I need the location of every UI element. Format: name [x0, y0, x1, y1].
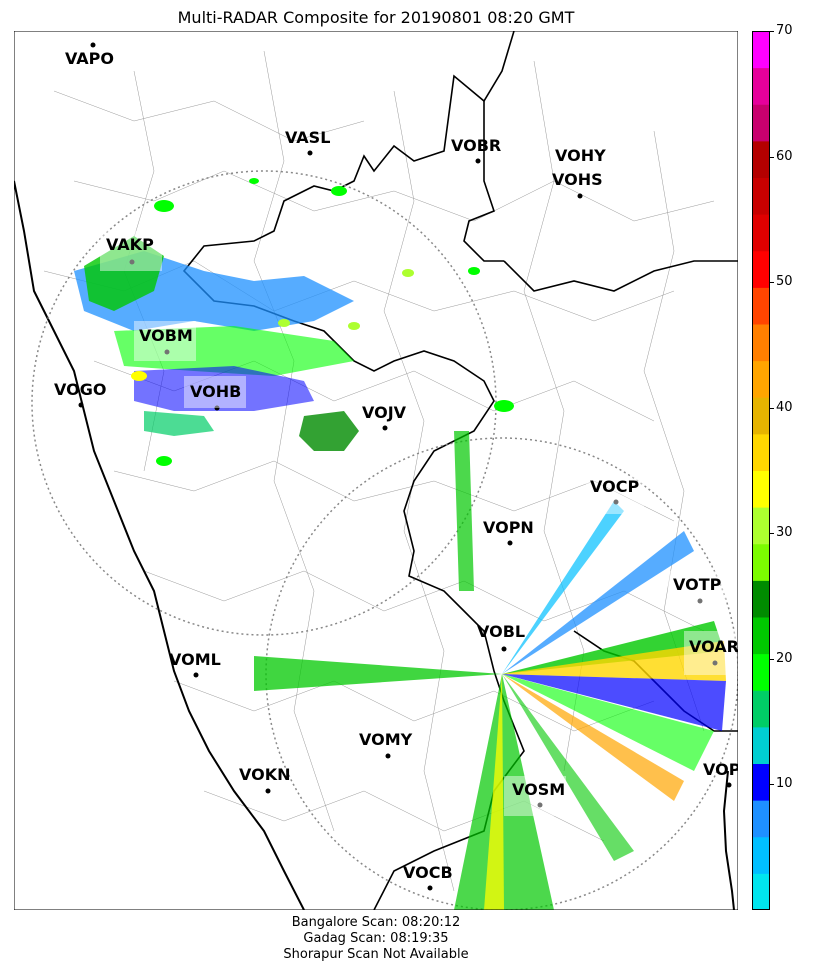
colorbar-segment: [752, 67, 770, 105]
scan-info-line-3: Shorapur Scan Not Available: [283, 947, 469, 962]
colorbar-segment: [752, 763, 770, 801]
colorbar-segment: [752, 873, 770, 910]
colorbar-segment: [752, 653, 770, 691]
colorbar-tick-mark: [770, 533, 774, 535]
colorbar-tick-label: 60: [776, 148, 793, 164]
colorbar-segment: [752, 287, 770, 325]
station-label: VOMY: [359, 730, 413, 749]
colorbar-tick-label: 30: [776, 525, 793, 541]
chart-title: Multi-RADAR Composite for 20190801 08:20…: [177, 8, 575, 27]
colorbar-segment: [752, 397, 770, 435]
station-label: VOAR: [689, 637, 738, 656]
state-boundary-east: [503, 260, 738, 292]
colorbar-segment: [752, 250, 770, 288]
colorbar-segment: [752, 690, 770, 728]
station-label: VOBM: [139, 326, 193, 345]
colorbar-segment: [752, 617, 770, 655]
station-label: VOHS: [552, 170, 603, 189]
colorbar-tick-label: 40: [776, 399, 793, 415]
colorbar: [752, 31, 770, 910]
station-label: VOML: [169, 650, 221, 669]
colorbar-segment: [752, 836, 770, 874]
station-label: VAKP: [106, 235, 154, 254]
station-label: VAPO: [65, 49, 114, 68]
colorbar-tick-label: 70: [776, 23, 793, 38]
station-label: VOTP: [673, 575, 722, 594]
colorbar-segment: [752, 800, 770, 838]
colorbar-tick-label: 10: [776, 776, 793, 792]
colorbar-segment: [752, 726, 770, 764]
station-labels: VAPO VASL VOBR VOHY VOHS VAKP VOBM VOGO …: [54, 49, 738, 882]
colorbar-tick-mark: [770, 31, 774, 32]
colorbar-tick-mark: [770, 282, 774, 284]
station-label: VOPN: [483, 518, 534, 537]
echo-cluster-bangalore: [254, 431, 726, 910]
state-boundary-north: [463, 101, 504, 262]
colorbar-segment: [752, 360, 770, 398]
station-label: VOSM: [512, 780, 565, 799]
colorbar-segment: [752, 324, 770, 362]
station-label: VOCP: [590, 477, 639, 496]
colorbar-segment: [752, 214, 770, 252]
station-label: VOBL: [477, 622, 525, 641]
colorbar-segment: [752, 543, 770, 581]
colorbar-segment: [752, 177, 770, 215]
colorbar-segment: [752, 580, 770, 618]
scan-info-line-2: Gadag Scan: 08:19:35: [303, 931, 449, 946]
colorbar-tick-mark: [770, 156, 774, 158]
colorbar-segment: [752, 470, 770, 508]
station-label: VOJV: [362, 403, 407, 422]
colorbar-tick-mark: [770, 407, 774, 409]
colorbar-tick-label: 20: [776, 650, 793, 666]
station-markers: [78, 42, 732, 891]
colorbar-tick-label: 50: [776, 274, 793, 290]
scan-info: Bangalore Scan: 08:20:12 Gadag Scan: 08:…: [14, 915, 738, 963]
station-label: VASL: [285, 128, 330, 147]
radar-map: VAPO VASL VOBR VOHY VOHS VAKP VOBM VOGO …: [14, 31, 738, 910]
colorbar-tick-mark: [770, 658, 774, 660]
coastline: [14, 180, 305, 910]
echo-cluster-northwest: [74, 178, 514, 466]
colorbar-segment: [752, 433, 770, 471]
east-coastline: [722, 770, 735, 910]
colorbar-border: [752, 31, 770, 910]
station-label: VOCB: [403, 863, 453, 882]
station-label: VOBR: [451, 136, 501, 155]
station-label: VOPC: [703, 760, 738, 779]
colorbar-segment: [752, 507, 770, 545]
station-label: VOHY: [555, 146, 606, 165]
state-boundary: [182, 31, 525, 910]
station-label: VOHB: [190, 382, 241, 401]
colorbar-segment: [752, 31, 770, 69]
scan-info-line-1: Bangalore Scan: 08:20:12: [291, 915, 461, 930]
station-label: VOGO: [54, 380, 106, 399]
colorbar-tick-mark: [770, 784, 774, 786]
colorbar-segment: [752, 104, 770, 142]
station-label: VOKN: [239, 765, 291, 784]
colorbar-segment: [752, 140, 770, 178]
